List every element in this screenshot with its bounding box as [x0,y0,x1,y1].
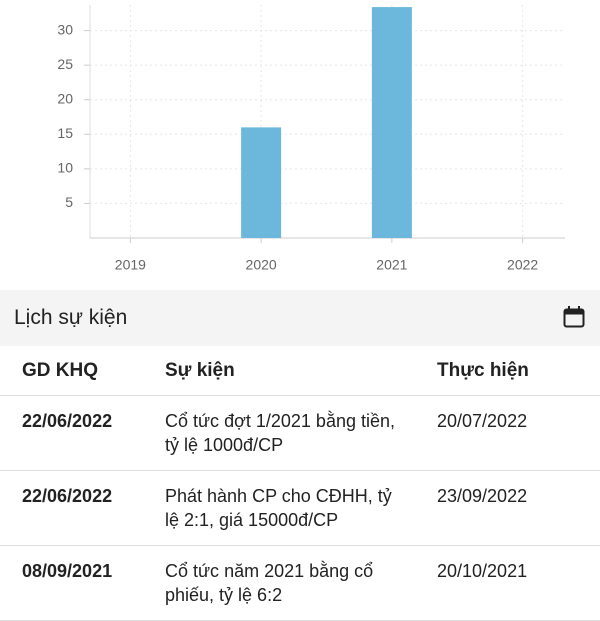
table-cell: 20/07/2022 [437,411,528,431]
table-cell: 20/10/2021 [437,561,528,581]
bar [371,7,412,238]
table-row[interactable]: 08/09/2021 Cổ tức năm 2021 bằng cổ phiếu,… [0,546,600,621]
y-tick-label: 20 [57,90,73,106]
column-header: Sự kiện [165,360,235,381]
table-cell: Cổ tức đợt 1/2021 bằng tiền, tỷ lệ 1000đ… [165,411,396,455]
bar [241,127,282,238]
y-tick-label: 5 [65,194,73,210]
calendar-icon[interactable] [563,306,585,328]
table-cell: 22/06/2022 [22,486,113,506]
y-tick-label: 15 [57,125,73,141]
table-row[interactable]: 22/06/2022 Phát hành CP cho CĐHH, tỷ lệ 2… [0,471,600,546]
column-header: GD KHQ [22,360,98,381]
section-header: Lịch sự kiện [0,290,600,346]
table-cell: 22/06/2022 [22,411,113,431]
table-row[interactable]: 22/06/2022 Cổ tức đợt 1/2021 bằng tiền, t… [0,396,600,471]
x-tick-label: 2021 [376,257,407,273]
x-tick-label: 2022 [507,257,538,273]
x-tick-label: 2020 [246,257,277,273]
section-title: Lịch sự kiện [14,306,128,329]
table-cell: 23/09/2022 [437,486,528,506]
event-table: GD KHQ Sự kiện Thực hiện 22/06/2022 Cổ tứ… [0,346,600,621]
chart: 5 10 15 20 25 30 2019 2020 2021 2022 [57,5,565,273]
screen: 5 10 15 20 25 30 2019 2020 2021 2022 Lịch sự kiện… [0,5,600,621]
x-tick-label: 2019 [115,257,146,273]
table-header: GD KHQ Sự kiện Thực hiện [0,346,600,396]
column-header: Thực hiện [437,360,529,381]
table-cell: Phát hành CP cho CĐHH, tỷ lệ 2:1, giá 15… [165,486,392,530]
y-tick-label: 10 [57,160,73,176]
table-cell: 08/09/2021 [22,561,113,581]
y-tick-label: 25 [57,56,73,72]
y-tick-label: 30 [57,21,73,37]
